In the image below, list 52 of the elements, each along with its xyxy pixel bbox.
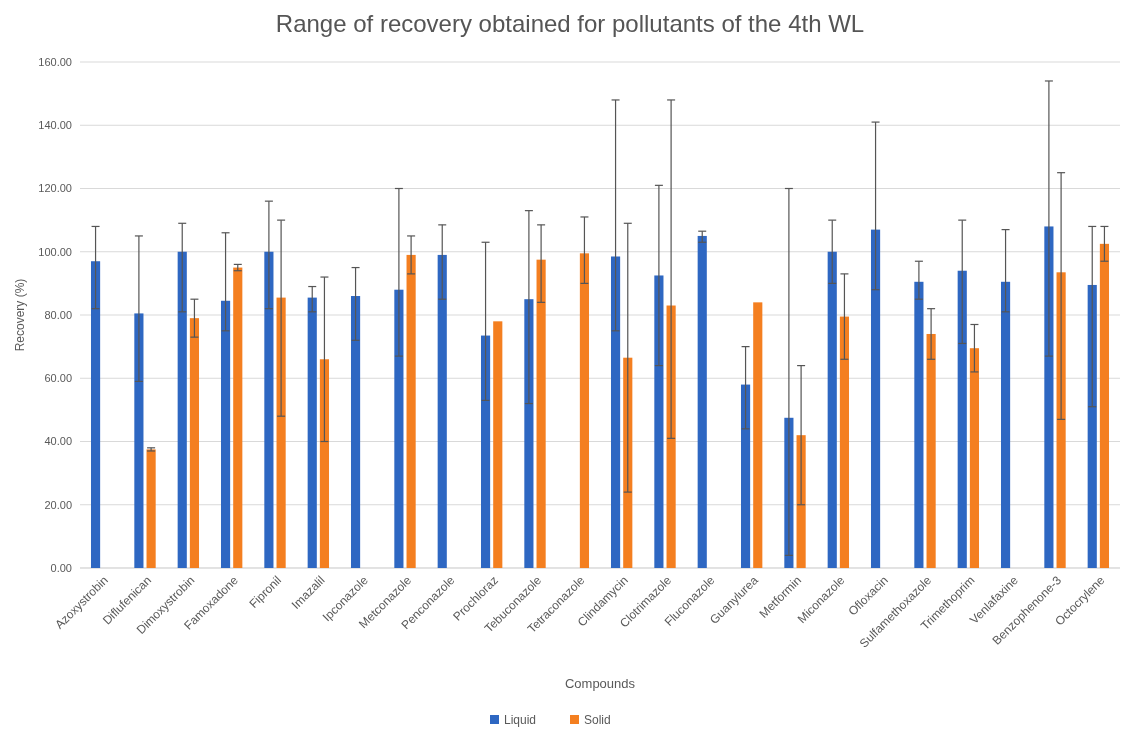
- bar: [579, 253, 590, 568]
- y-tick-label: 120.00: [38, 182, 72, 195]
- bar: [654, 275, 664, 568]
- x-axis-title: Compounds: [564, 676, 636, 691]
- bar: [146, 449, 156, 568]
- bar: [697, 235, 707, 568]
- y-tick-label: 140.00: [38, 119, 72, 132]
- bar: [926, 333, 936, 568]
- legend-label: Liquid: [504, 713, 537, 727]
- bar: [134, 313, 144, 568]
- bar: [90, 261, 101, 568]
- bar: [220, 300, 231, 568]
- bar: [1099, 243, 1110, 568]
- y-tick-label: 40.00: [44, 435, 72, 448]
- y-tick-label: 80.00: [44, 308, 72, 321]
- bar: [969, 348, 980, 568]
- bar: [264, 251, 274, 568]
- bar: [493, 321, 503, 568]
- bar: [524, 299, 534, 568]
- bar: [319, 359, 330, 568]
- bar: [350, 296, 361, 568]
- bar: [1044, 226, 1054, 568]
- bar: [437, 254, 447, 568]
- bar: [276, 297, 286, 568]
- bar: [666, 305, 676, 568]
- bar: [1000, 281, 1011, 568]
- bar: [957, 270, 967, 568]
- y-tick-label: 160.00: [38, 55, 72, 68]
- y-tick-label: 20.00: [44, 498, 72, 511]
- legend-label: Solid: [584, 713, 611, 727]
- bar: [914, 281, 924, 568]
- bar: [307, 297, 317, 568]
- bar: [827, 251, 837, 568]
- y-axis-title: Recovery (%): [13, 278, 27, 352]
- bar: [623, 357, 633, 568]
- bar: [406, 254, 416, 568]
- bar: [753, 302, 763, 568]
- y-tick-label: 100.00: [38, 245, 72, 258]
- bar: [536, 259, 546, 568]
- y-tick-label: 0.00: [50, 561, 72, 574]
- bar: [870, 229, 881, 568]
- bar: [610, 256, 621, 568]
- bar: [394, 289, 404, 568]
- chart-title: Range of recovery obtained for pollutants of the 4th WL: [275, 10, 865, 37]
- bar: [1087, 284, 1097, 568]
- bar: [189, 318, 200, 568]
- bar: [480, 335, 491, 568]
- y-tick-label: 60.00: [44, 372, 72, 385]
- bar: [839, 316, 850, 568]
- bar: [233, 267, 243, 568]
- bar: [740, 384, 751, 568]
- bar: [177, 251, 187, 568]
